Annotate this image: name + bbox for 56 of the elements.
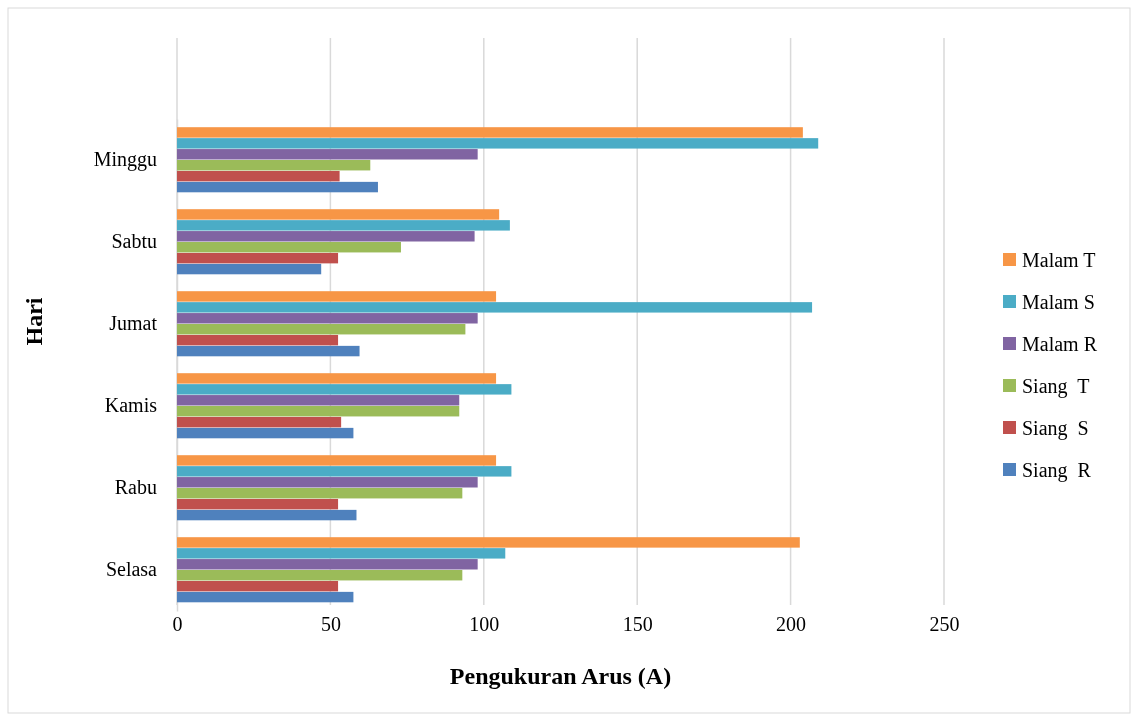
legend-label: Malam R [1022, 333, 1098, 355]
y-tick-label: Kamis [104, 394, 158, 417]
bar [177, 537, 800, 548]
y-tick-label: Rabu [114, 476, 157, 499]
legend-label: Malam S [1022, 291, 1095, 313]
y-tick-label: Sabtu [111, 230, 157, 253]
bar [177, 149, 478, 160]
bar [177, 138, 819, 149]
bar [177, 263, 322, 275]
bar [177, 498, 339, 510]
bar [177, 570, 463, 581]
bar [177, 345, 360, 357]
bar [177, 548, 506, 559]
bar [177, 220, 510, 231]
bar [177, 427, 354, 439]
bar [177, 455, 497, 466]
bar [177, 466, 512, 477]
bar [177, 209, 500, 220]
bar [177, 373, 497, 384]
x-axis-title: Pengukuran Arus (A) [449, 663, 672, 689]
bar [177, 509, 357, 521]
x-tick-label: 50 [320, 613, 341, 636]
legend-label: Siang S [1022, 417, 1089, 440]
bar [177, 160, 371, 171]
y-tick-label: Minggu [93, 148, 157, 172]
bar [177, 477, 478, 488]
x-tick-label: 250 [929, 613, 960, 636]
y-tick-label: Selasa [105, 558, 158, 581]
y-tick-label: Jumat [109, 312, 158, 335]
x-tick-label: 100 [469, 613, 500, 636]
legend-label: Siang T [1022, 375, 1090, 398]
bar [177, 181, 378, 193]
bar [177, 313, 478, 324]
bar [177, 406, 460, 417]
bar [177, 591, 354, 603]
bar [177, 384, 512, 395]
legend-label: Malam T [1022, 249, 1096, 271]
bar [177, 559, 478, 570]
bar [177, 231, 475, 242]
x-tick-label: 200 [776, 613, 807, 636]
legend-label: Siang R [1022, 459, 1092, 482]
x-tick-label: 0 [172, 613, 183, 636]
bar [177, 127, 803, 138]
bar [177, 291, 497, 302]
bar [177, 580, 339, 592]
bar [177, 334, 339, 346]
bar [177, 488, 463, 499]
y-axis-title: Hari [21, 297, 47, 346]
bar [177, 170, 340, 182]
x-tick-label: 150 [622, 613, 653, 636]
bar [177, 302, 813, 313]
bar [177, 252, 339, 264]
bar [177, 395, 460, 406]
bar [177, 242, 401, 253]
bar [177, 416, 342, 428]
bar [177, 324, 466, 335]
